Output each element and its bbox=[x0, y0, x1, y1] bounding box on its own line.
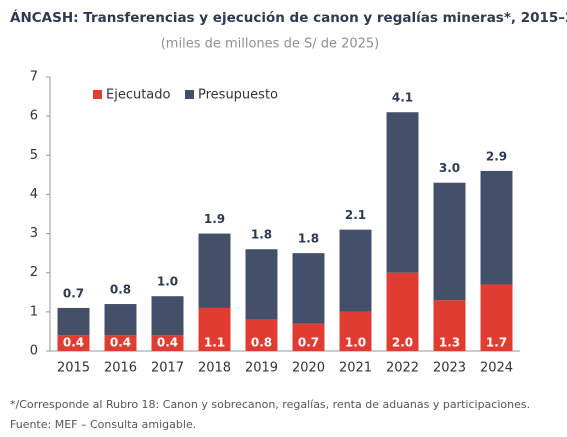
data-label: 2.1 bbox=[345, 208, 366, 222]
data-label: 1.8 bbox=[251, 228, 272, 242]
y-tick-label: 4 bbox=[30, 187, 38, 202]
source: Fuente: MEF – Consulta amigable. bbox=[10, 418, 196, 431]
x-tick-label: 2021 bbox=[339, 361, 372, 376]
data-label: 0.8 bbox=[110, 283, 131, 297]
data-label: 0.4 bbox=[157, 336, 178, 350]
bar-segment bbox=[245, 249, 278, 320]
bar-segment bbox=[104, 335, 137, 351]
bar-segment bbox=[292, 323, 325, 351]
y-tick-label: 1 bbox=[30, 304, 38, 319]
bar-segment bbox=[480, 170, 513, 285]
x-tick-label: 2015 bbox=[57, 361, 90, 376]
y-tick-label: 6 bbox=[30, 109, 38, 124]
x-tick-label: 2017 bbox=[151, 361, 184, 376]
bar-segment bbox=[151, 296, 184, 336]
data-label: 0.4 bbox=[110, 336, 131, 350]
data-label: 0.8 bbox=[251, 336, 272, 350]
bar-segment bbox=[198, 307, 231, 351]
y-tick-label: 5 bbox=[30, 148, 38, 163]
data-label: 4.1 bbox=[392, 91, 413, 105]
data-label: 0.4 bbox=[63, 336, 84, 350]
data-label: 1.7 bbox=[486, 336, 507, 350]
bar-segment bbox=[339, 311, 372, 351]
data-label: 1.0 bbox=[157, 275, 178, 289]
bar-segment bbox=[386, 272, 419, 351]
data-label: 0.7 bbox=[63, 286, 84, 300]
data-label: 1.8 bbox=[298, 232, 319, 246]
legend-label: Ejecutado bbox=[106, 88, 171, 103]
bar-segment bbox=[104, 304, 137, 336]
data-label: 3.0 bbox=[439, 161, 460, 175]
x-tick-label: 2018 bbox=[198, 361, 231, 376]
bar-segment bbox=[198, 233, 231, 308]
footnote: */Corresponde al Rubro 18: Canon y sobre… bbox=[10, 398, 530, 411]
legend-swatch bbox=[93, 90, 102, 99]
bar-segment bbox=[292, 253, 325, 324]
x-tick-label: 2022 bbox=[386, 361, 419, 376]
x-tick-label: 2020 bbox=[292, 361, 325, 376]
chart-subtitle: (miles de millones de S/ de 2025) bbox=[161, 37, 380, 52]
x-tick-label: 2016 bbox=[104, 361, 137, 376]
bar-segment bbox=[57, 307, 90, 336]
data-label: 2.9 bbox=[486, 149, 507, 163]
data-label: 0.7 bbox=[298, 336, 319, 350]
bar-segment bbox=[245, 319, 278, 351]
y-tick-label: 2 bbox=[30, 265, 38, 280]
data-label: 1.0 bbox=[345, 336, 366, 350]
bar-segment bbox=[433, 182, 466, 301]
chart-title: ÁNCASH: Transferencias y ejecución de ca… bbox=[10, 9, 567, 26]
data-label: 1.1 bbox=[204, 336, 225, 350]
legend-swatch bbox=[185, 90, 194, 99]
bar-segment bbox=[433, 300, 466, 351]
y-tick-label: 3 bbox=[30, 226, 38, 241]
y-tick-label: 0 bbox=[30, 344, 38, 359]
bar-segment bbox=[386, 112, 419, 273]
y-tick-label: 7 bbox=[30, 70, 38, 85]
x-tick-label: 2023 bbox=[433, 361, 466, 376]
x-tick-label: 2024 bbox=[480, 361, 513, 376]
bar-segment bbox=[480, 284, 513, 351]
bar-segment bbox=[151, 335, 184, 351]
x-tick-label: 2019 bbox=[245, 361, 278, 376]
data-label: 1.9 bbox=[204, 212, 225, 226]
bar-segment bbox=[339, 229, 372, 312]
data-label: 2.0 bbox=[392, 336, 413, 350]
bar-segment bbox=[57, 335, 90, 351]
data-label: 1.3 bbox=[439, 336, 460, 350]
legend-label: Presupuesto bbox=[198, 88, 278, 103]
